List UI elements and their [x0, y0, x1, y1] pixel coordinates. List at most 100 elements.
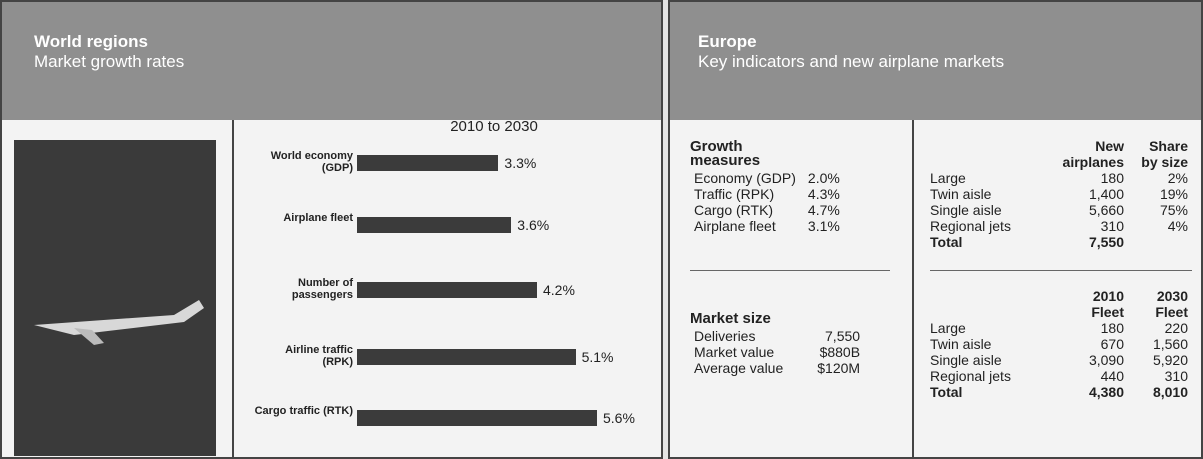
- row: Single aisle 5,660 75%: [926, 202, 1192, 218]
- cell: Regional jets: [930, 368, 1011, 384]
- cell: Twin aisle: [930, 336, 992, 352]
- table: Deliveries 7,550 Market value $880B Average …: [690, 328, 864, 376]
- cell: 8,010: [1152, 384, 1188, 400]
- row: Cargo (RTK) 4.7%: [690, 202, 844, 218]
- row: Twin aisle 670 1,560: [926, 336, 1192, 352]
- cell: Traffic (RPK): [694, 186, 775, 202]
- cell: 1,560: [1152, 336, 1188, 352]
- row: Single aisle 3,090 5,920: [926, 352, 1192, 368]
- table: 2010 Fleet 2030 Fleet Large 180 220 Twin aisl…: [926, 288, 1192, 400]
- row: Total 7,550: [926, 234, 1192, 250]
- value-label: 5.6%: [603, 410, 635, 426]
- cell: 5,660: [1088, 202, 1124, 218]
- cell: 2.0%: [807, 170, 840, 186]
- new-airplanes-table: New airplanes Share by size Large 180 2% Twin…: [926, 138, 1192, 250]
- category-label: Airplane fleet: [283, 212, 353, 224]
- table: New airplanes Share by size Large 180 2% Twin…: [926, 138, 1192, 250]
- bar: [357, 349, 576, 365]
- row: Regional jets 310 4%: [926, 218, 1192, 234]
- cell: 3.1%: [807, 218, 840, 234]
- rule: [690, 270, 890, 271]
- rule: [930, 270, 1192, 271]
- category-label: Cargo traffic (RTK): [254, 405, 353, 417]
- fleet-table: 2010 Fleet 2030 Fleet Large 180 220 Twin aisl…: [926, 288, 1192, 400]
- value-label: 5.1%: [581, 349, 614, 365]
- column-header: Share by size: [1141, 138, 1188, 170]
- row: Twin aisle 1,400 19%: [926, 186, 1192, 202]
- cell: 7,550: [825, 328, 861, 344]
- column-header: New airplanes: [1062, 138, 1125, 170]
- table-heading: Growth measures: [690, 138, 761, 169]
- value-label: 3.3%: [504, 155, 537, 171]
- cell: 310: [1100, 218, 1124, 234]
- cell: Single aisle: [930, 352, 1002, 368]
- row: Average value $120M: [690, 360, 864, 376]
- corner: [926, 138, 1059, 170]
- cell: 4.3%: [807, 186, 840, 202]
- cell: 19%: [1159, 186, 1188, 202]
- left-header: World regions Market growth rates: [2, 2, 661, 120]
- value-label: 3.6%: [517, 217, 550, 233]
- cell: Cargo (RTK): [694, 202, 774, 218]
- cell: 1,400: [1088, 186, 1124, 202]
- header-row: New airplanes Share by size: [926, 138, 1192, 170]
- airplane-photo: [14, 140, 216, 456]
- row: Large 180 220: [926, 320, 1192, 336]
- category-label: Number of passengers: [291, 277, 353, 301]
- corner: [926, 288, 1064, 320]
- title: Europe: [698, 32, 757, 51]
- row: Large 180 2%: [926, 170, 1192, 186]
- header-row: 2010 Fleet 2030 Fleet: [926, 288, 1192, 320]
- column-header: 2030 Fleet: [1155, 288, 1188, 320]
- category-label: World economy (GDP): [270, 150, 353, 174]
- cell: Twin aisle: [930, 186, 992, 202]
- cell: 4,380: [1088, 384, 1124, 400]
- cell: Single aisle: [930, 202, 1002, 218]
- cell: 3,090: [1088, 352, 1124, 368]
- cell: 7,550: [1088, 234, 1124, 250]
- cell: Large: [930, 320, 966, 336]
- cell: $120M: [817, 360, 861, 376]
- cell: 440: [1100, 368, 1124, 384]
- bar: [357, 282, 537, 298]
- cell: 180: [1100, 320, 1124, 336]
- cell: Average value: [694, 360, 784, 376]
- cell: 180: [1100, 170, 1124, 186]
- cell: 4.7%: [807, 202, 840, 218]
- row: Airplane fleet 3.1%: [690, 218, 844, 234]
- market-table: Market size Deliveries 7,550 Market value $8…: [690, 310, 864, 376]
- subtitle: Market growth rates: [34, 52, 185, 71]
- row: Market value $880B: [690, 344, 864, 360]
- subtitle: Key indicators and new airplane markets: [698, 52, 1005, 71]
- table: Economy (GDP) 2.0% Traffic (RPK) 4.3% Cargo …: [690, 170, 844, 234]
- category-label: Airline traffic (RPK): [285, 344, 353, 368]
- cell: Total: [930, 234, 963, 250]
- table-heading: Market size: [690, 310, 771, 327]
- title: World regions: [34, 32, 148, 51]
- divider: [912, 120, 914, 459]
- cell: Economy (GDP): [694, 170, 796, 186]
- column-header: 2010 Fleet: [1091, 288, 1124, 320]
- cell: 75%: [1159, 202, 1188, 218]
- cell: Airplane fleet: [694, 218, 776, 234]
- row: Traffic (RPK) 4.3%: [690, 186, 844, 202]
- bar: [357, 155, 499, 171]
- cell: Market value: [694, 344, 775, 360]
- cell: 4%: [1167, 218, 1188, 234]
- row: Total 4,380 8,010: [926, 384, 1192, 400]
- cell: 220: [1164, 320, 1188, 336]
- cell: 2%: [1167, 170, 1188, 186]
- cell: $880B: [819, 344, 861, 360]
- value-label: 4.2%: [543, 282, 575, 298]
- bar: [357, 217, 512, 233]
- cell: 670: [1100, 336, 1124, 352]
- chart-title: 2010 to 2030: [450, 118, 538, 135]
- cell: Regional jets: [930, 218, 1011, 234]
- divider: [232, 120, 234, 459]
- cell: 5,920: [1152, 352, 1188, 368]
- growth-table: Growth measures Economy (GDP) 2.0% Traffic …: [690, 138, 844, 234]
- right-header: Europe Key indicators and new airplane m…: [670, 2, 1201, 120]
- bar: [357, 410, 597, 426]
- row: Economy (GDP) 2.0%: [690, 170, 844, 186]
